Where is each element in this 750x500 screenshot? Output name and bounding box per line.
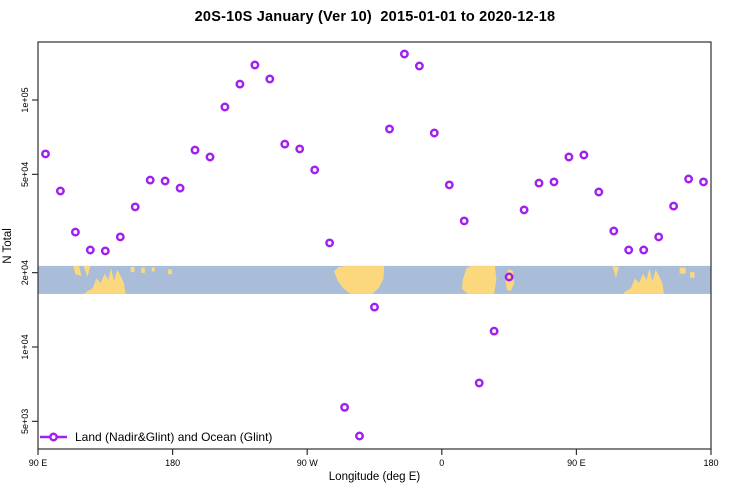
data-point (385, 124, 394, 134)
land-melanesia-speck-2 (141, 267, 145, 273)
y-tick-label: 1e+05 (20, 87, 30, 112)
data-point (265, 74, 275, 84)
land-timor-a (83, 265, 91, 278)
legend-circle-icon (49, 432, 58, 442)
data-point (115, 232, 125, 242)
data-point (519, 205, 529, 215)
data-point (205, 152, 215, 162)
data-point (70, 227, 80, 237)
x-tick-label: 90 W (297, 458, 319, 468)
data-point (175, 183, 185, 193)
data-point (474, 378, 484, 388)
x-tick-label: 180 (703, 458, 718, 468)
data-point (639, 245, 649, 255)
data-point (534, 178, 544, 188)
data-point (579, 150, 589, 160)
data-point (624, 245, 634, 255)
legend-label: Land (Nadir&Glint) and Ocean (Glint) (75, 430, 273, 444)
y-tick-label: 5e+04 (20, 162, 30, 187)
land-vanuatu-speck (679, 267, 686, 274)
data-point (160, 176, 170, 186)
data-point (130, 202, 140, 212)
x-tick-label: 90 E (29, 458, 48, 468)
data-point (235, 79, 245, 89)
data-point (699, 177, 708, 187)
x-axis-title: Longitude (deg E) (328, 471, 421, 483)
data-point (55, 186, 65, 196)
data-point (564, 152, 574, 162)
data-point (145, 175, 155, 185)
data-point (489, 326, 499, 336)
data-point (594, 187, 604, 197)
land-fiji-speck (168, 269, 172, 275)
data-point (669, 201, 679, 211)
y-tick-label: 2e+04 (20, 260, 30, 285)
data-point (190, 145, 200, 155)
x-tick-label: 90 E (567, 458, 586, 468)
land-melanesia-speck-3 (151, 267, 155, 272)
data-point (654, 232, 664, 242)
data-point (399, 49, 409, 59)
data-point (504, 272, 514, 282)
land-australia-b (622, 268, 664, 294)
data-point (609, 226, 619, 236)
data-point (280, 139, 290, 149)
data-point (684, 174, 694, 184)
y-tick-label: 1e+04 (20, 334, 30, 359)
land-south-america (334, 265, 385, 294)
data-point (429, 128, 439, 138)
land-africa (462, 265, 497, 294)
data-point (85, 245, 95, 255)
data-point (340, 402, 350, 412)
data-point (444, 180, 454, 190)
data-point (41, 149, 50, 159)
data-point (549, 177, 559, 187)
data-point (355, 431, 364, 441)
land-indonesia-islands-a (73, 265, 82, 276)
data-point (414, 61, 424, 71)
land-melanesia-speck-1 (130, 267, 135, 273)
data-point (295, 144, 305, 154)
land-australia-a (84, 268, 126, 294)
data-point (459, 216, 469, 226)
x-tick-label: 0 (439, 458, 444, 468)
chart-title: 20S-10S January (Ver 10) 2015-01-01 to 2… (194, 9, 556, 25)
data-point (370, 302, 379, 312)
land-timor-b (612, 265, 619, 278)
land-newcaledonia-speck (690, 272, 695, 278)
data-point (220, 102, 230, 112)
plot-box-border (37, 41, 712, 450)
data-point (325, 238, 335, 248)
data-point (310, 165, 320, 175)
x-tick-label: 180 (165, 458, 180, 468)
data-point (100, 246, 110, 256)
y-tick-label: 5e+03 (20, 409, 30, 434)
data-point (250, 60, 260, 70)
